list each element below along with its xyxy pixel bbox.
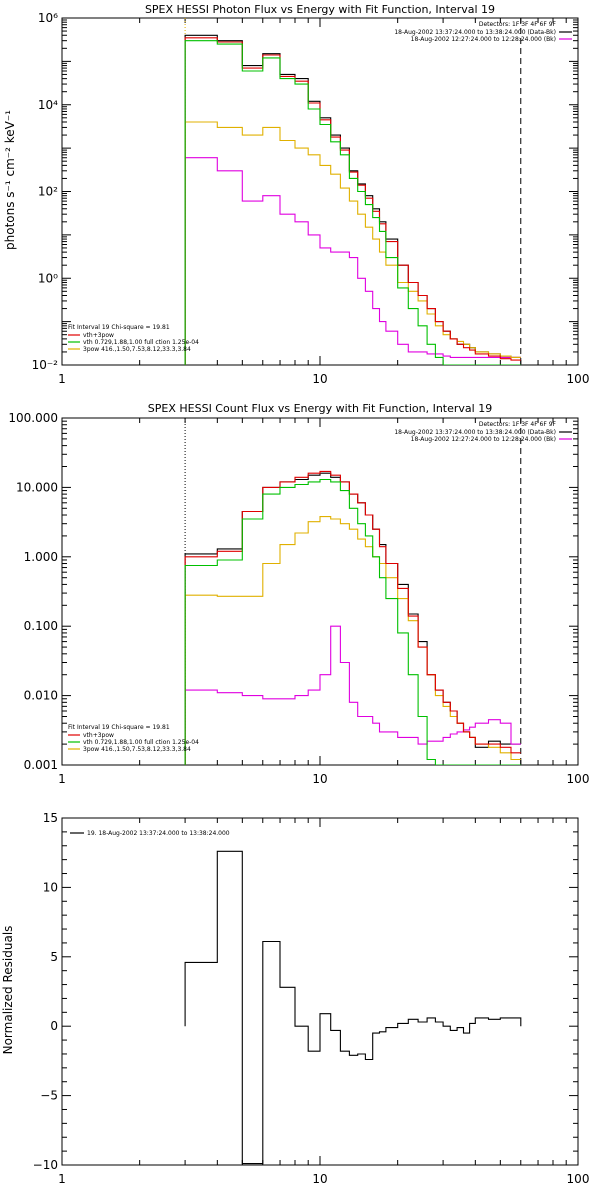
y-tick-label: 15 xyxy=(43,811,58,825)
y-tick-label: 10 xyxy=(43,880,58,894)
x-tick-label: 100 xyxy=(567,772,590,786)
residuals-panel: Normalized Residuals 1 10 100 −10 −5 0 5 10 15 19… xyxy=(1,811,589,1186)
y-tick-label: 0.010 xyxy=(24,689,58,703)
legend-entry: vth 0.729,1.88,1.00 full ction 1.25e-04 xyxy=(83,339,199,346)
legend-header: Detectors: 1F 3F 4F 6F 9F xyxy=(479,421,557,428)
legend-entry: 18-Aug-2002 13:37:24.000 to 13:38:24.000… xyxy=(394,429,556,436)
x-tick-label: 100 xyxy=(567,372,590,386)
data-area xyxy=(184,850,522,1165)
plot-frame xyxy=(61,817,579,1166)
plot-frame xyxy=(61,17,579,366)
photon-flux-panel: SPEX HESSI Photon Flux vs Energy with Fi… xyxy=(32,3,590,386)
count-flux-panel: SPEX HESSI Count Flux vs Energy with Fit… xyxy=(8,402,589,786)
legend-entry: vth+3pow xyxy=(83,332,114,339)
series-line xyxy=(184,478,521,765)
plot-frame xyxy=(61,417,579,766)
data-area xyxy=(184,470,521,765)
y-tick-label: 10⁰ xyxy=(38,271,58,285)
series-line xyxy=(184,157,521,365)
x-tick-label: 1 xyxy=(58,372,66,386)
y-tick-label: 0 xyxy=(50,1019,58,1033)
panel-title: SPEX HESSI Photon Flux vs Energy with Fi… xyxy=(145,3,495,16)
legend-entry: 18-Aug-2002 12:27:24.000 to 12:28:24.000… xyxy=(411,436,556,443)
y-tick-label: 1.000 xyxy=(24,550,58,564)
series-line xyxy=(184,472,521,765)
series-line xyxy=(184,37,521,365)
legend-entry: vth+3pow xyxy=(83,732,114,739)
y-tick-label: 100.000 xyxy=(8,411,58,425)
y-tick-label: −5 xyxy=(40,1089,58,1103)
legend-entry: 3pow 416.,1.50,7.53,8.12,33.3,3.84 xyxy=(83,346,191,353)
x-tick-label: 100 xyxy=(567,1172,590,1186)
y-tick-label: 10⁴ xyxy=(38,98,58,112)
y-axis-label: Normalized Residuals xyxy=(1,926,15,1055)
series-line xyxy=(184,34,521,365)
legend-entry: 19. 18-Aug-2002 13:37:24.000 to 13:38:24… xyxy=(87,830,230,837)
series-line xyxy=(184,121,521,365)
y-tick-label: 10² xyxy=(38,185,58,199)
y-axis-label: photons s⁻¹ cm⁻² keV⁻¹ xyxy=(3,110,17,250)
legend-header: Fit Interval 19 Chi-square = 19.81 xyxy=(68,724,170,731)
legend-entry: 18-Aug-2002 13:37:24.000 to 13:38:24.000… xyxy=(394,29,556,36)
x-tick-label: 1 xyxy=(58,1172,66,1186)
panel-title: SPEX HESSI Count Flux vs Energy with Fit… xyxy=(148,402,492,415)
data-area xyxy=(184,34,521,365)
series-line xyxy=(184,850,522,1165)
series-line xyxy=(184,625,521,765)
legend-header: Detectors: 1F 3F 4F 6F 9F xyxy=(479,21,557,28)
series-line xyxy=(184,470,521,765)
x-tick-label: 10 xyxy=(312,1172,327,1186)
y-tick-label: 0.100 xyxy=(24,619,58,633)
x-tick-label: 1 xyxy=(58,772,66,786)
y-tick-label: −10 xyxy=(33,1158,58,1172)
series-line xyxy=(184,40,521,365)
y-tick-label: 10.000 xyxy=(16,480,58,494)
legend-entry: 3pow 416.,1.50,7.53,8.12,33.3,3.84 xyxy=(83,746,191,753)
y-tick-label: 0.001 xyxy=(24,758,58,772)
x-tick-label: 10 xyxy=(312,372,327,386)
legend-entry: 18-Aug-2002 12:27:24.000 to 12:28:24.000… xyxy=(411,36,556,43)
x-tick-label: 10 xyxy=(312,772,327,786)
y-tick-label: 10⁻² xyxy=(32,358,59,372)
legend-entry: vth 0.729,1.88,1.00 full ction 1.25e-04 xyxy=(83,739,199,746)
legend-header: Fit Interval 19 Chi-square = 19.81 xyxy=(68,324,170,331)
y-tick-label: 10⁶ xyxy=(38,11,58,25)
y-tick-label: 5 xyxy=(50,950,58,964)
